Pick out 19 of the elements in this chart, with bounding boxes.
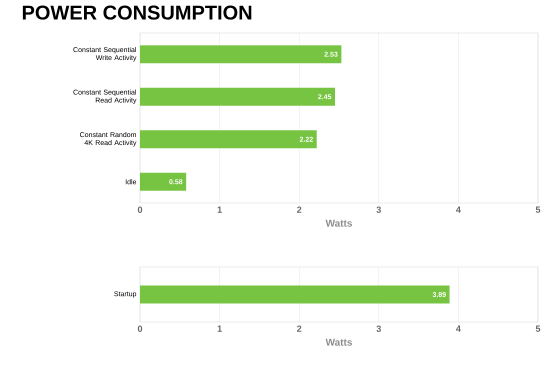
x-tick-label: 0 xyxy=(138,206,142,213)
x-tick-label: 3 xyxy=(376,206,381,213)
x-tick-label: 3 xyxy=(376,326,381,332)
x-tick-label: 2 xyxy=(297,326,302,332)
x-tick-label: 2 xyxy=(297,206,302,213)
x-tick-label: 1 xyxy=(218,326,222,332)
x-tick-label: 5 xyxy=(536,326,540,332)
x-axis-title: Watts xyxy=(326,338,352,346)
x-tick-label: 5 xyxy=(536,206,540,213)
bar xyxy=(140,88,336,106)
x-tick-label: 4 xyxy=(456,326,461,332)
chart-title: POWER CONSUMPTION xyxy=(22,6,252,20)
bar xyxy=(140,45,342,64)
bar xyxy=(140,172,186,191)
x-tick-label: 0 xyxy=(138,326,142,332)
x-tick-label: 1 xyxy=(218,206,222,213)
x-axis-title: Watts xyxy=(326,220,352,227)
x-tick-label: 4 xyxy=(456,206,461,213)
bar xyxy=(140,130,317,148)
